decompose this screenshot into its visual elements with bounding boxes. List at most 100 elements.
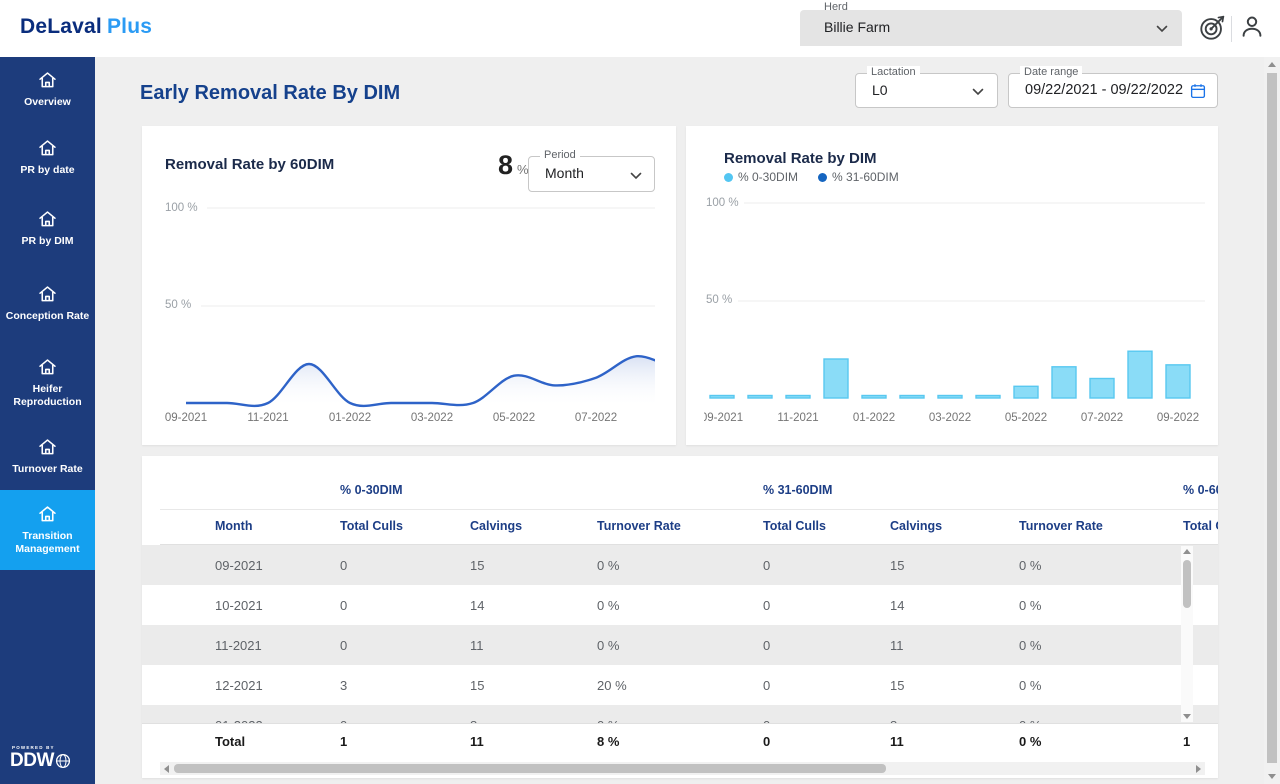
bar--0-30dim: [748, 396, 772, 399]
sidebar-item-transition-management[interactable]: Transition Management: [0, 490, 95, 570]
sidebar-item-pr-by-date[interactable]: PR by date: [0, 123, 95, 193]
date-range-input[interactable]: Date range 09/22/2021 - 09/22/2022: [1008, 73, 1218, 108]
sidebar-item-conception-rate[interactable]: Conception Rate: [0, 265, 95, 343]
table-cell: 0: [340, 638, 347, 653]
sidebar-item-label: Heifer Reproduction: [4, 383, 91, 409]
home-icon: [37, 138, 58, 159]
removal-rate-dim-card: Removal Rate by DIM % 0-30DIM % 31-60DIM…: [686, 126, 1218, 445]
scroll-up-arrow[interactable]: [1268, 62, 1276, 67]
sidebar-item-pr-by-dim[interactable]: PR by DIM: [0, 193, 95, 265]
page-title: Early Removal Rate By DIM: [140, 82, 400, 105]
sidebar-item-label: PR by DIM: [22, 235, 74, 248]
date-range-label: Date range: [1020, 66, 1082, 78]
line-chart-x-axis: 09-202111-202101-202203-202205-202207-20…: [165, 412, 655, 428]
period-select[interactable]: Period Month: [528, 156, 655, 192]
target-icon: [1198, 12, 1228, 42]
calendar-icon[interactable]: [1189, 82, 1207, 100]
user-account-icon[interactable]: [1236, 12, 1268, 44]
sidebar-item-label: Conception Rate: [6, 310, 89, 323]
sidebar-item-turnover-rate[interactable]: Turnover Rate: [0, 423, 95, 490]
table-group-header: % 31-60DIM: [763, 483, 832, 497]
table-vertical-scrollbar[interactable]: [1181, 546, 1193, 722]
x-tick-label: 05-2022: [493, 412, 535, 424]
table-cell: 11-2021: [215, 638, 262, 653]
herd-select[interactable]: Billie Farm: [800, 10, 1182, 46]
app-root: DeLavalPlus Herd Billie Farm OverviewP: [0, 0, 1280, 784]
home-icon: [37, 70, 58, 91]
total-cell: 1: [1183, 734, 1190, 749]
total-cell: 11: [890, 734, 904, 749]
table-row: 10-20210140 %0140 %: [142, 585, 1218, 625]
x-tick-label: 03-2022: [411, 412, 453, 424]
legend-dot-icon: [724, 173, 733, 182]
lactation-select[interactable]: Lactation L0: [855, 73, 998, 108]
person-icon: [1238, 13, 1266, 41]
sidebar-item-label: Transition Management: [4, 530, 91, 556]
table-cell: 10-2021: [215, 598, 263, 613]
table-cell: 0: [763, 598, 770, 613]
period-label: Period: [540, 149, 580, 161]
period-value: Month: [545, 165, 584, 181]
x-tick-label: 09-2022: [1157, 412, 1199, 424]
table-cell: 14: [470, 598, 484, 613]
total-cell: 0: [763, 734, 770, 749]
bar--0-30dim: [710, 396, 734, 399]
table-column-header: Month: [215, 519, 252, 533]
table-body: 09-20210150 %0150 %10-20210140 %0140 %11…: [142, 545, 1218, 723]
lactation-label: Lactation: [867, 66, 920, 78]
bar--0-30dim: [1014, 386, 1038, 398]
removal-table-card: % 0-30DIM% 31-60DIM% 0-60DIMMonthTotal C…: [142, 456, 1218, 778]
home-icon: [37, 284, 58, 305]
legend-dot-icon: [818, 173, 827, 182]
table-row: 12-202131520 %0150 %: [142, 665, 1218, 705]
table-cell: 12-2021: [215, 678, 263, 693]
table-divider: [160, 509, 1218, 510]
goals-target-icon[interactable]: [1197, 12, 1229, 44]
table-cell: 09-2021: [215, 558, 263, 573]
bar--0-30dim: [938, 396, 962, 399]
table-cell: 3: [340, 678, 347, 693]
table-cell: 15: [470, 678, 484, 693]
page-scrollbar[interactable]: [1264, 57, 1280, 784]
left-chart-title: Removal Rate by 60DIM: [165, 156, 334, 173]
table-column-header: Total Culls: [763, 519, 826, 533]
x-tick-label: 07-2022: [1081, 412, 1123, 424]
bar-chart: [700, 193, 1210, 405]
total-cell: 11: [470, 734, 484, 749]
table-row: 11-20210110 %0110 %: [142, 625, 1218, 665]
scroll-down-arrow[interactable]: [1268, 774, 1276, 779]
top-header: DeLavalPlus Herd Billie Farm: [0, 0, 1280, 57]
scrollbar-thumb[interactable]: [174, 764, 886, 773]
table-horizontal-scrollbar[interactable]: [160, 762, 1205, 775]
scroll-right-arrow[interactable]: [1196, 765, 1201, 773]
table-row: 09-20210150 %0150 %: [142, 545, 1218, 585]
scroll-up-arrow[interactable]: [1183, 549, 1191, 554]
home-icon: [37, 504, 58, 525]
table-cell: 15: [890, 558, 904, 573]
x-tick-label: 03-2022: [929, 412, 971, 424]
sidebar-item-overview[interactable]: Overview: [0, 57, 95, 123]
globe-icon: [55, 753, 71, 769]
scrollbar-thumb[interactable]: [1267, 73, 1277, 763]
table-cell: 20 %: [597, 678, 627, 693]
bar--0-30dim: [786, 396, 810, 399]
scroll-down-arrow[interactable]: [1183, 714, 1191, 719]
scrollbar-thumb[interactable]: [1183, 560, 1191, 608]
table-cell: 0: [340, 558, 347, 573]
table-cell: 0: [340, 598, 347, 613]
sidebar-nav: Overview PR by date PR by DIM Conception Ra…: [0, 57, 95, 570]
table-column-header: Calvings: [890, 519, 942, 533]
total-cell: Total: [215, 734, 245, 749]
lactation-value: L0: [872, 82, 888, 98]
table-total-row: Total1118 %0110 %1: [142, 723, 1218, 758]
x-tick-label: 05-2022: [1005, 412, 1047, 424]
table-cell: 14: [890, 598, 904, 613]
sidebar-item-label: PR by date: [20, 164, 74, 177]
header-divider: [1231, 16, 1232, 42]
table-row: 01-2022080 %080 %: [142, 705, 1218, 723]
legend-item-31-60dim: % 31-60DIM: [818, 170, 899, 184]
bar--0-30dim: [1128, 351, 1152, 398]
scroll-left-arrow[interactable]: [164, 765, 169, 773]
table-group-header: % 0-60DIM: [1183, 483, 1218, 497]
sidebar-item-heifer-reproduction[interactable]: Heifer Reproduction: [0, 343, 95, 423]
